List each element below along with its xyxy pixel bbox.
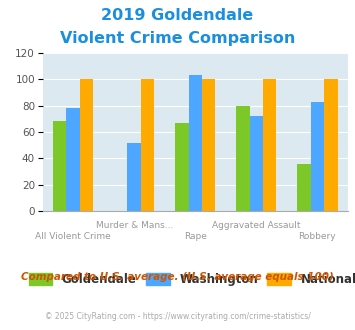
Bar (66, 108, 80, 211)
Bar (311, 102, 324, 211)
Bar (189, 75, 202, 211)
Bar (250, 116, 263, 211)
Text: 2019 Goldendale: 2019 Goldendale (102, 8, 253, 23)
Bar (236, 106, 250, 211)
Bar (141, 79, 154, 211)
Bar (202, 79, 215, 211)
Text: Murder & Mans...: Murder & Mans... (95, 221, 173, 230)
Bar (53, 121, 66, 211)
Bar (127, 143, 141, 211)
Text: Rape: Rape (184, 232, 207, 241)
Bar (263, 79, 277, 211)
Text: Compared to U.S. average. (U.S. average equals 100): Compared to U.S. average. (U.S. average … (21, 272, 334, 282)
Text: All Violent Crime: All Violent Crime (35, 232, 111, 241)
Text: Aggravated Assault: Aggravated Assault (212, 221, 301, 230)
Text: Robbery: Robbery (299, 232, 336, 241)
Text: © 2025 CityRating.com - https://www.cityrating.com/crime-statistics/: © 2025 CityRating.com - https://www.city… (45, 312, 310, 321)
Legend: Goldendale, Washington, National: Goldendale, Washington, National (24, 268, 355, 291)
Bar (175, 123, 189, 211)
Text: Violent Crime Comparison: Violent Crime Comparison (60, 31, 295, 46)
Bar (297, 164, 311, 211)
Bar (80, 79, 93, 211)
Bar (324, 79, 338, 211)
